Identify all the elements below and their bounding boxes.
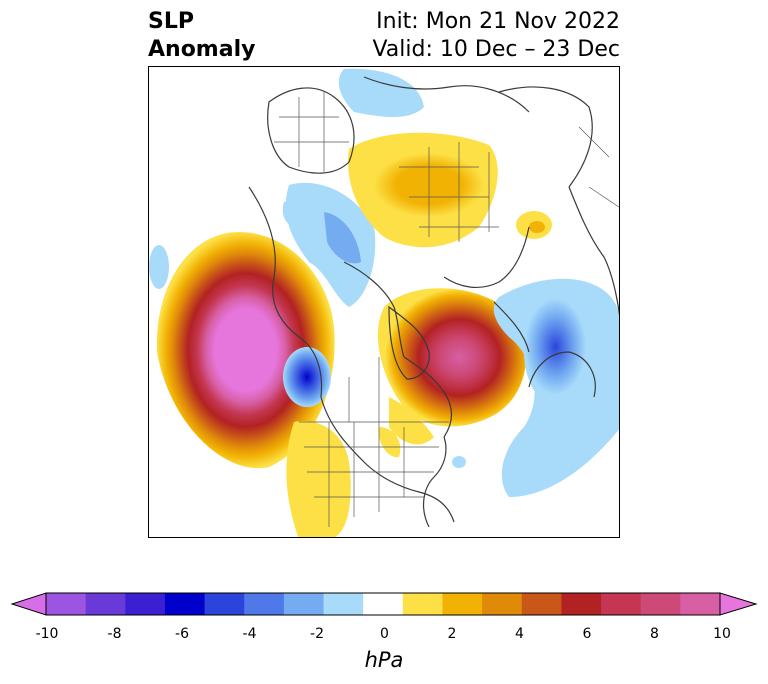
colorbar-bin: [323, 593, 364, 615]
colorbar-tick-label: -2: [310, 626, 324, 642]
colorbar-tick-label: 6: [582, 626, 592, 642]
colorbar-tick-label: 4: [515, 626, 524, 642]
run-info: Init: Mon 21 Nov 2022 Valid: 10 Dec – 23…: [372, 8, 620, 64]
arctic-negative-patch: [338, 68, 424, 117]
bering-negative-patch: [282, 201, 303, 228]
colorbar-bin: [680, 593, 721, 615]
canada-arctic-negative-core: [324, 212, 361, 264]
map-title: SLP Anomaly: [148, 8, 255, 64]
title-line-2: Anomaly: [148, 37, 256, 62]
east-siberia-positive-core: [529, 221, 545, 233]
colorbar-tick-label: -6: [175, 626, 189, 642]
colorbar-bin: [442, 593, 483, 615]
colorbar-tick-label: 0: [380, 626, 389, 642]
colorbar-bin: [482, 593, 523, 615]
atlantic-negative-core: [524, 297, 594, 407]
political-borders: [274, 92, 619, 527]
colorbar-extend-high: [719, 592, 758, 616]
colorbar-tick-label: -4: [242, 626, 257, 642]
colorbar-bin: [85, 593, 126, 615]
colorbar-frame: [45, 592, 721, 616]
east-canada-positive-tail: [389, 397, 434, 445]
colorbar-bin: [561, 593, 602, 615]
colorbar-tick-label: 10: [713, 626, 731, 642]
hudson-positive-outer: [377, 288, 526, 427]
pacific-west-negative: [149, 245, 169, 289]
colorbar-tick-label: -10: [35, 626, 59, 642]
colorbar: [10, 592, 758, 616]
colorbar-tick-label: -8: [107, 626, 122, 642]
colorbar-extend-low: [10, 592, 47, 616]
init-date: Init: Mon 21 Nov 2022: [376, 9, 620, 34]
colorbar-bin: [283, 593, 325, 615]
colorbar-bin: [521, 593, 562, 615]
title-line-1: SLP: [148, 9, 194, 34]
us-west-positive: [286, 421, 351, 537]
us-east-positive: [378, 427, 401, 458]
colorbar-bin: [363, 593, 404, 615]
colorbar-tick-label: 2: [447, 626, 457, 642]
pacific-positive-outer: [156, 232, 335, 469]
colorbar-bin: [640, 593, 681, 615]
colorbar-bin: [125, 593, 166, 615]
colorbar-tick-label: 8: [650, 626, 659, 642]
colorbar-unit: hPa: [364, 648, 404, 672]
colorbar-bin: [601, 593, 642, 615]
atlantic-south-negative: [452, 456, 466, 468]
map-panel: [148, 66, 620, 538]
coastlines: [248, 76, 619, 528]
valid-range: Valid: 10 Dec – 23 Dec: [372, 37, 620, 62]
colorbar-bin: [402, 593, 443, 615]
colorbar-bin: [244, 593, 285, 615]
colorbar-bin: [46, 593, 87, 615]
colorbar-bin: [204, 593, 245, 615]
colorbar-bin: [164, 593, 206, 615]
anomaly-map: [149, 68, 619, 537]
pacific-nw-negative: [283, 347, 331, 407]
